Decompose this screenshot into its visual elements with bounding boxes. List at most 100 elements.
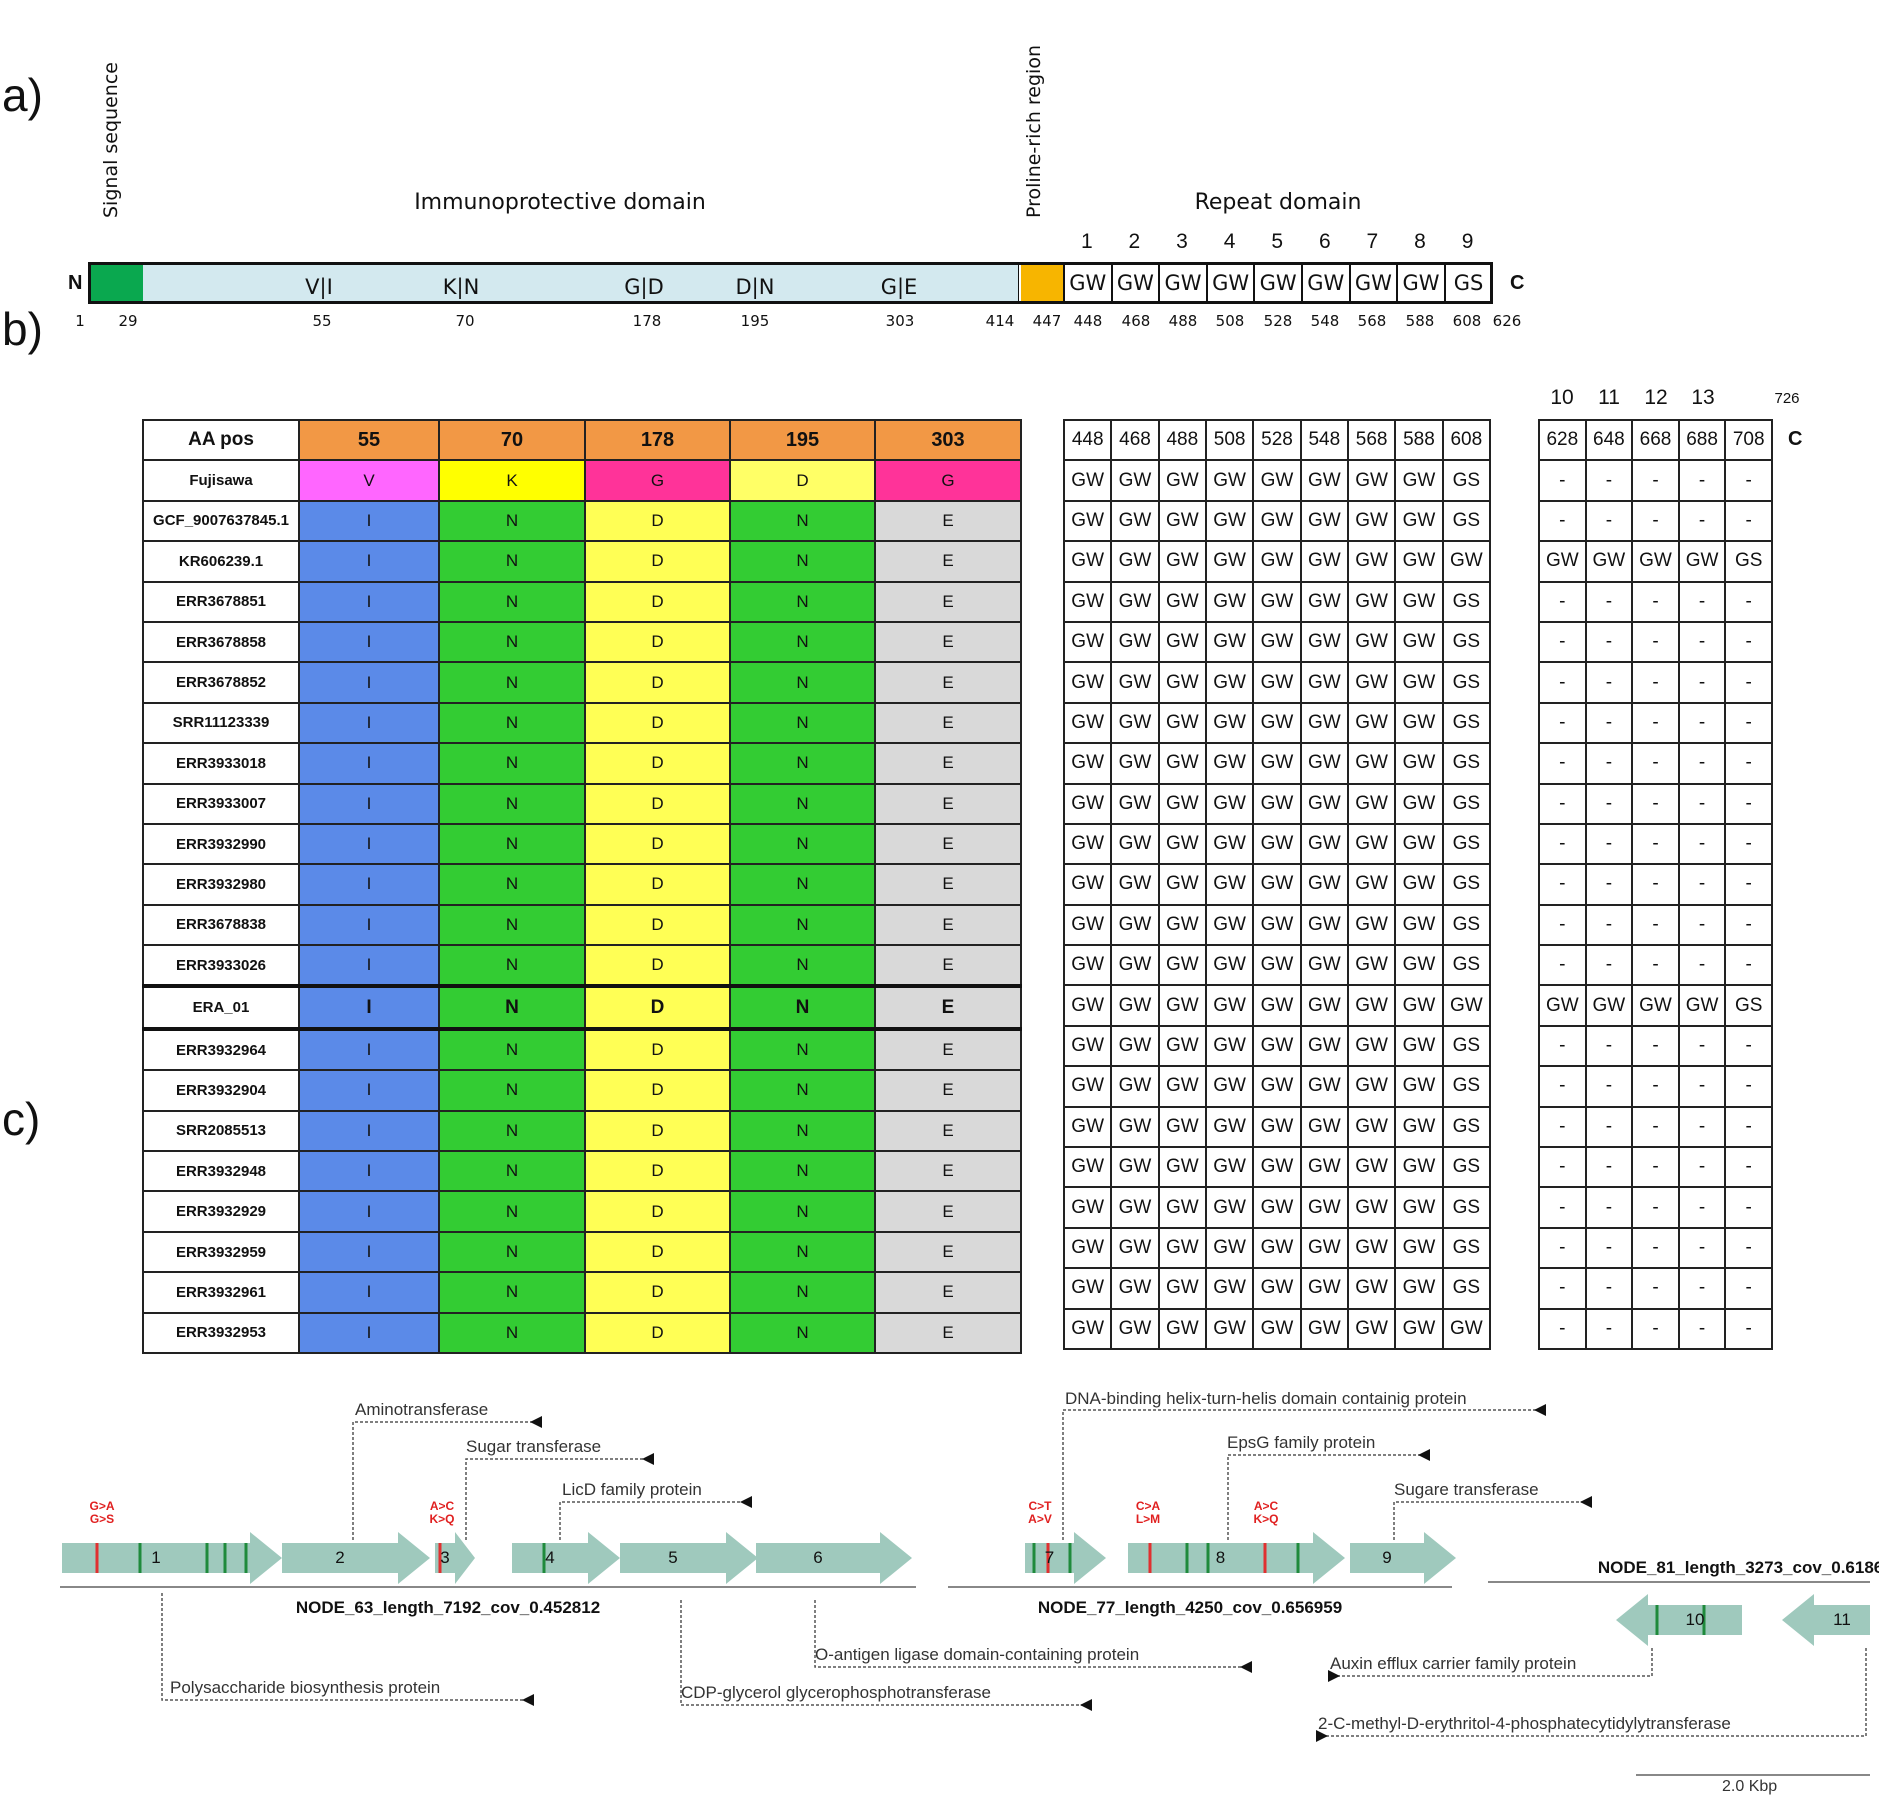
repeat-cell: GW: [1062, 459, 1113, 502]
table-row: SRR11123339 I N D N E: [142, 701, 1022, 745]
repeat-cell: GW: [1252, 580, 1302, 623]
aa-cell: I: [298, 863, 440, 906]
aa-cell: N: [438, 1311, 586, 1354]
repeat-cell: GW: [1204, 459, 1255, 502]
extra-cell: -: [1677, 1146, 1727, 1189]
extra-cell: -: [1538, 1307, 1587, 1350]
aa-cell: D: [584, 1026, 731, 1072]
repeat-domain-label: Repeat domain: [1194, 190, 1362, 215]
repeat-cell: GW: [1299, 661, 1349, 704]
aa-cell: N: [729, 1190, 876, 1233]
extra-cell: -: [1538, 701, 1587, 745]
aa-cell: N: [729, 944, 876, 988]
repeat-cell: GW: [1204, 903, 1255, 947]
repeat-row: GW GW GW GW GW GW GW GW GS: [1062, 1024, 1492, 1068]
position-label: 448: [1073, 312, 1103, 330]
aa-cell: N: [729, 1271, 876, 1314]
header-position: 55: [298, 418, 440, 462]
gene-number: 7: [1044, 1548, 1055, 1567]
aa-cell: E: [874, 1109, 1022, 1153]
repeat-cell: GW: [1062, 620, 1113, 664]
extra-cell: -: [1538, 1105, 1587, 1149]
repeat-cell: GS: [1441, 1186, 1492, 1229]
repeat-row: GW GW GW GW GW GW GW GW GS: [1062, 1267, 1492, 1310]
extra-row: -----: [1538, 1267, 1773, 1310]
repeat-cell: GW: [1062, 984, 1113, 1027]
aa-cell: N: [438, 1109, 586, 1153]
repeat-cell: GW: [1394, 903, 1444, 947]
aa-cell: N: [729, 661, 876, 704]
extra-cell: -: [1677, 620, 1727, 664]
gene-number: 5: [668, 1548, 678, 1567]
repeat-cell: GW: [1252, 863, 1302, 906]
repeat-cell: GW: [1062, 1146, 1113, 1189]
extra-cell: -: [1631, 1105, 1680, 1149]
table-row: ERR3932929 I N D N E: [142, 1190, 1022, 1233]
aa-cell: N: [729, 822, 876, 866]
mutation-label: G>A G>S: [89, 1499, 115, 1526]
repeat-cell: GS: [1441, 822, 1492, 866]
aa-cell: D: [584, 1150, 731, 1193]
repeat-cell: GW: [1062, 1307, 1113, 1350]
sample-name: ERR3933026: [142, 944, 300, 988]
repeat-number: 5: [1271, 230, 1284, 253]
repeat-cell: GW: [1394, 580, 1444, 623]
extra-repeat-number: 11: [1598, 386, 1620, 409]
repeat-cell: GW: [1110, 661, 1160, 704]
repeat-cell: GW: [1204, 1186, 1255, 1229]
repeat-cell: GW: [1110, 499, 1160, 543]
extra-cell: -: [1724, 1226, 1773, 1270]
repeat-cell: GW: [1157, 944, 1207, 987]
extra-cell: -: [1631, 863, 1680, 906]
extra-cell: -: [1538, 903, 1587, 947]
repeat-cell: GW: [1110, 1105, 1160, 1149]
extra-cell: -: [1631, 944, 1680, 987]
extra-position: 668: [1631, 418, 1680, 462]
repeat-cell: GW: [1441, 1307, 1492, 1350]
repeat-cell: GW: [1299, 1024, 1349, 1068]
repeat-cell: GW: [1062, 944, 1113, 987]
extra-cell: -: [1538, 1226, 1587, 1270]
sample-name: SRR11123339: [142, 701, 300, 745]
repeat-cell: GW: [1062, 701, 1113, 745]
extra-cell: -: [1631, 742, 1680, 785]
gene-arrow: [512, 1532, 620, 1584]
extra-cell: -: [1631, 661, 1680, 704]
aa-cell: E: [874, 742, 1022, 785]
gene-number: 2: [335, 1548, 345, 1567]
header-position: 70: [438, 418, 586, 462]
extra-row: -----: [1538, 1307, 1773, 1350]
extra-row: -----: [1538, 822, 1773, 866]
repeat-cell: GW: [1252, 499, 1302, 543]
extra-cell: -: [1584, 1024, 1634, 1068]
repeat-cell: GS: [1441, 782, 1492, 825]
aa-cell: E: [874, 620, 1022, 664]
repeat-cell: GW: [1157, 903, 1207, 947]
aa-cell: N: [729, 782, 876, 825]
table-row: KR606239.1 I N D N E: [142, 540, 1022, 583]
extra-cell: -: [1584, 742, 1634, 785]
repeat-cell: GW: [1346, 742, 1397, 785]
gene-number: 9: [1382, 1548, 1392, 1567]
position-label: 528: [1263, 312, 1293, 330]
aa-cell: N: [438, 540, 586, 583]
repeat-cell: GW: [1157, 499, 1207, 543]
repeat-row: GW GW GW GW GW GW GW GW GS: [1062, 459, 1492, 502]
repeat-cell: GW: [1110, 620, 1160, 664]
extra-row: -----: [1538, 863, 1773, 906]
gene-number: 11: [1833, 1610, 1851, 1629]
aa-cell: N: [438, 863, 586, 906]
extra-cell: -: [1677, 701, 1727, 745]
repeat-cell: GW: [1157, 540, 1207, 583]
extra-cell: -: [1724, 1267, 1773, 1310]
position-label: 70: [455, 312, 475, 330]
repeat-cell: GW: [1394, 1065, 1444, 1108]
extra-cell: -: [1631, 620, 1680, 664]
extra-cell: -: [1724, 1105, 1773, 1149]
repeat-cell: GW: [1299, 701, 1349, 745]
repeat-cell: GW: [1299, 1307, 1349, 1350]
substitution-table: AA pos 55 70 178 195 303 Fujisawa V K G D G GCF_9007…: [142, 418, 1022, 1354]
sample-name: ERR3933018: [142, 742, 300, 785]
extra-cell: -: [1538, 661, 1587, 704]
aa-cell: I: [298, 661, 440, 704]
